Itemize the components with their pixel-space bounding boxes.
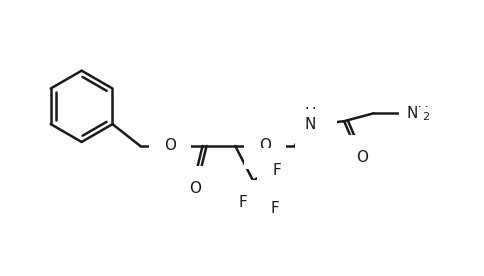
- Text: NH: NH: [407, 106, 429, 121]
- Text: F: F: [239, 195, 247, 210]
- Text: O: O: [356, 150, 368, 165]
- Text: F: F: [271, 201, 279, 216]
- Text: O: O: [164, 139, 176, 153]
- Text: H: H: [305, 107, 316, 122]
- Text: N: N: [305, 117, 316, 132]
- Text: H
N: H N: [311, 100, 322, 132]
- Text: O: O: [189, 181, 201, 196]
- Text: F: F: [272, 163, 281, 178]
- Text: 2: 2: [423, 112, 429, 122]
- Text: O: O: [259, 139, 271, 153]
